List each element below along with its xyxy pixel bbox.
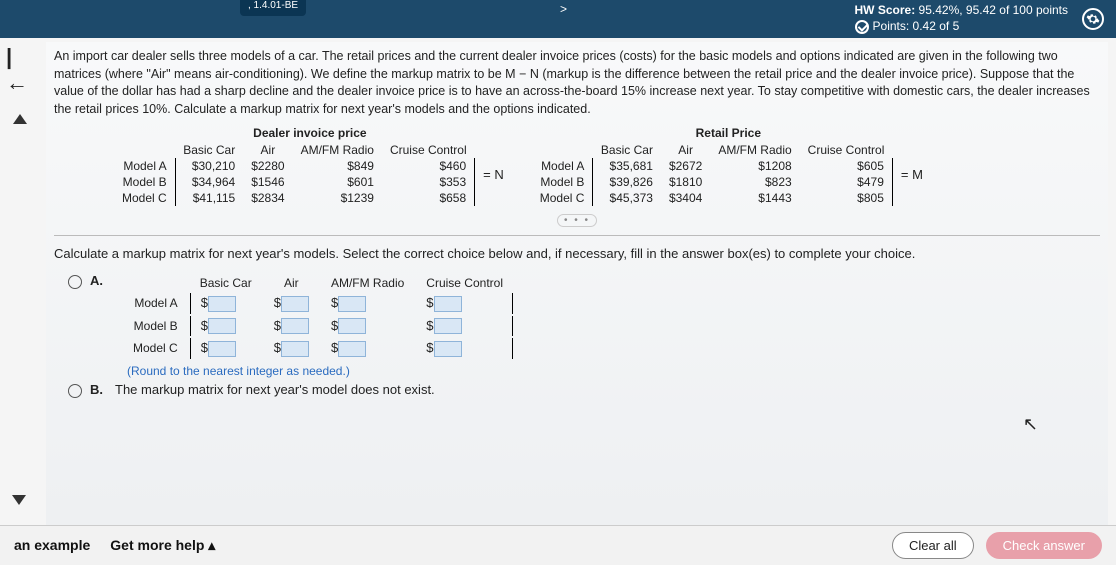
cell: $1443 — [710, 190, 799, 206]
col-header: AM/FM Radio — [710, 142, 799, 158]
row-label: Model A — [114, 158, 175, 174]
answer-input[interactable] — [281, 341, 309, 357]
col-header: Air — [264, 275, 319, 291]
radio-b[interactable] — [68, 384, 82, 398]
cell: $2280 — [243, 158, 292, 174]
round-note: (Round to the nearest integer as needed.… — [127, 364, 515, 378]
row-label: Model B — [114, 174, 175, 190]
question-prompt: Calculate a markup matrix for next year'… — [54, 246, 1100, 261]
scroll-up-icon[interactable] — [13, 114, 27, 124]
ellipsis-icon[interactable]: • • • — [557, 214, 597, 227]
row-label: Model A — [532, 158, 593, 174]
cell: $353 — [382, 174, 475, 190]
answer-input[interactable] — [281, 296, 309, 312]
col-header: Air — [661, 142, 710, 158]
row-label: Model A — [123, 293, 188, 314]
example-link[interactable]: an example — [14, 537, 90, 554]
score-block: HW Score: 95.42%, 95.42 of 100 points Po… — [855, 3, 1068, 34]
cursor-icon: ↖ — [1023, 414, 1038, 435]
cell: $45,373 — [593, 190, 661, 206]
answer-input[interactable] — [281, 318, 309, 334]
content-area: An import car dealer sells three models … — [46, 42, 1108, 525]
choice-b[interactable]: B. The markup matrix for next year's mod… — [68, 382, 1100, 398]
row-label: Model C — [114, 190, 175, 206]
answer-input[interactable] — [338, 318, 366, 334]
choice-a[interactable]: A. Basic Car Air AM/FM Radio Cruise Cont… — [68, 273, 1100, 378]
matrix-n-title: Dealer invoice price — [114, 126, 506, 140]
row-label: Model C — [123, 338, 188, 359]
cell: $479 — [800, 174, 893, 190]
matrix-n: Basic Car Air AM/FM Radio Cruise Control… — [114, 142, 506, 206]
points-label: Points: — [873, 19, 910, 33]
matrix-m-title: Retail Price — [532, 126, 925, 140]
checkmark-icon — [855, 20, 869, 34]
row-label: Model B — [123, 316, 188, 337]
top-bar: HW Score: 95.42%, 95.42 of 100 points Po… — [0, 0, 1116, 38]
scroll-down-icon[interactable] — [12, 495, 26, 505]
radio-a[interactable] — [68, 275, 82, 289]
matrix-m: Basic Car Air AM/FM Radio Cruise Control… — [532, 142, 925, 206]
cell: $1810 — [661, 174, 710, 190]
cell: $605 — [800, 158, 893, 174]
cell: $601 — [293, 174, 382, 190]
cell: $1239 — [293, 190, 382, 206]
row-label: Model C — [532, 190, 593, 206]
choice-b-letter: B. — [90, 382, 103, 397]
points-value: 0.42 of 5 — [913, 19, 960, 33]
answer-input[interactable] — [338, 341, 366, 357]
cell: $849 — [293, 158, 382, 174]
clear-button[interactable]: Clear all — [892, 532, 974, 559]
check-answer-button[interactable]: Check answer — [986, 532, 1102, 559]
cell: $39,826 — [593, 174, 661, 190]
matrix-n-eq: = N — [481, 167, 506, 182]
cell: $823 — [710, 174, 799, 190]
cell: $1208 — [710, 158, 799, 174]
row-label: Model B — [532, 174, 593, 190]
col-header: Cruise Control — [382, 142, 475, 158]
cell: $35,681 — [593, 158, 661, 174]
cell: $805 — [800, 190, 893, 206]
help-link[interactable]: Get more help ▴ — [110, 537, 215, 554]
chevron-right-icon[interactable]: > — [560, 2, 567, 16]
choice-b-text: The markup matrix for next year's model … — [115, 382, 435, 397]
cell: $658 — [382, 190, 475, 206]
answer-input[interactable] — [434, 296, 462, 312]
col-header: AM/FM Radio — [321, 275, 414, 291]
problem-text: An import car dealer sells three models … — [54, 48, 1100, 118]
answer-input[interactable] — [208, 341, 236, 357]
cell: $460 — [382, 158, 475, 174]
cell: $41,115 — [175, 190, 243, 206]
footer-bar: an example Get more help ▴ Clear all Che… — [0, 525, 1116, 565]
answer-input[interactable] — [208, 318, 236, 334]
col-header: AM/FM Radio — [293, 142, 382, 158]
answer-input[interactable] — [434, 318, 462, 334]
score-label: HW Score: — [855, 3, 916, 17]
cell: $3404 — [661, 190, 710, 206]
col-header: Air — [243, 142, 292, 158]
answer-input[interactable] — [434, 341, 462, 357]
col-header: Cruise Control — [416, 275, 513, 291]
answer-input[interactable] — [208, 296, 236, 312]
cell: $30,210 — [175, 158, 243, 174]
score-value: 95.42%, 95.42 of 100 points — [919, 3, 1068, 17]
answer-input[interactable] — [338, 296, 366, 312]
cell: $2672 — [661, 158, 710, 174]
col-header: Basic Car — [190, 275, 262, 291]
answer-matrix: Basic Car Air AM/FM Radio Cruise Control… — [121, 273, 515, 378]
col-header: Basic Car — [175, 142, 243, 158]
col-header: Cruise Control — [800, 142, 893, 158]
col-header: Basic Car — [593, 142, 661, 158]
matrix-m-eq: = M — [899, 167, 925, 182]
tab-label: , 1.4.01-BE — [240, 0, 306, 16]
gear-icon[interactable] — [1082, 8, 1104, 30]
cell: $2834 — [243, 190, 292, 206]
back-button[interactable]: |← — [6, 44, 34, 96]
choice-a-letter: A. — [90, 273, 103, 288]
cell: $34,964 — [175, 174, 243, 190]
cell: $1546 — [243, 174, 292, 190]
